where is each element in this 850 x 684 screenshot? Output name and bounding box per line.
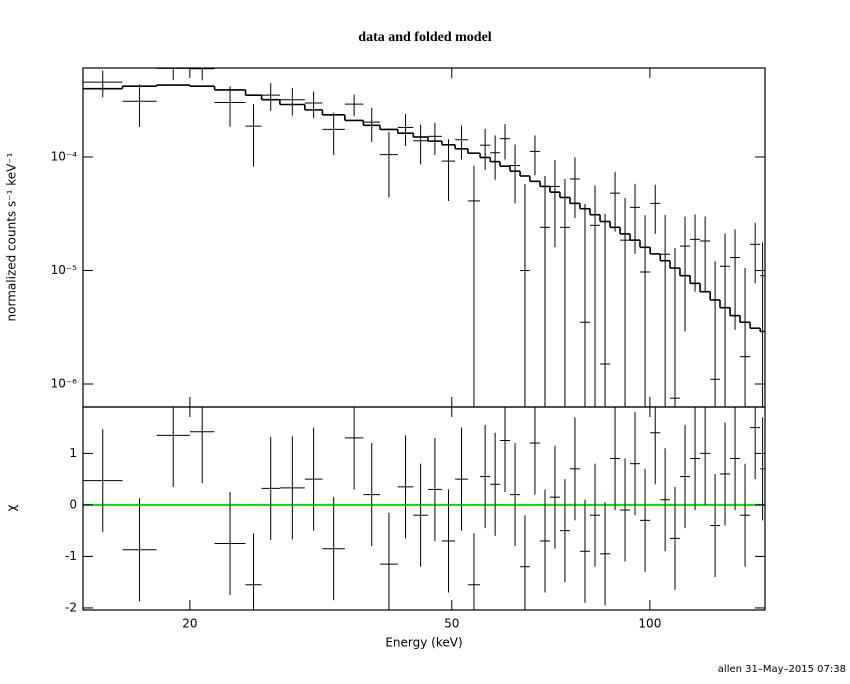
plot-frame [82, 67, 766, 408]
axes: 10⁻⁶ 10⁻⁵ 10⁻⁴ -2 -1 0 1 20 50 100 [51, 68, 765, 631]
plot-frame [82, 406, 766, 611]
y-tick-label: 1 [69, 446, 77, 460]
y-axis-label: χ [5, 504, 19, 511]
top-panel [83, 68, 765, 407]
y-axis-label: normalized counts s⁻¹ keV⁻¹ [5, 152, 19, 321]
x-axis-label: Energy (keV) [385, 636, 462, 650]
y-tick-label: 10⁻⁶ [51, 376, 78, 390]
y-tick-label: 10⁻⁵ [51, 263, 78, 277]
x-tick-label: 20 [182, 617, 197, 631]
x-tick-label: 100 [638, 617, 661, 631]
y-tick-label: -2 [65, 600, 77, 614]
x-tick-label: 50 [444, 617, 459, 631]
footer: allen 31–May–2015 07:38 [718, 664, 846, 675]
chart-title: data and folded model [358, 30, 492, 45]
y-tick-label: 0 [69, 497, 77, 511]
y-tick-label: -1 [65, 549, 77, 563]
bottom-panel [83, 407, 765, 610]
y-tick-label: 10⁻⁴ [51, 149, 78, 163]
